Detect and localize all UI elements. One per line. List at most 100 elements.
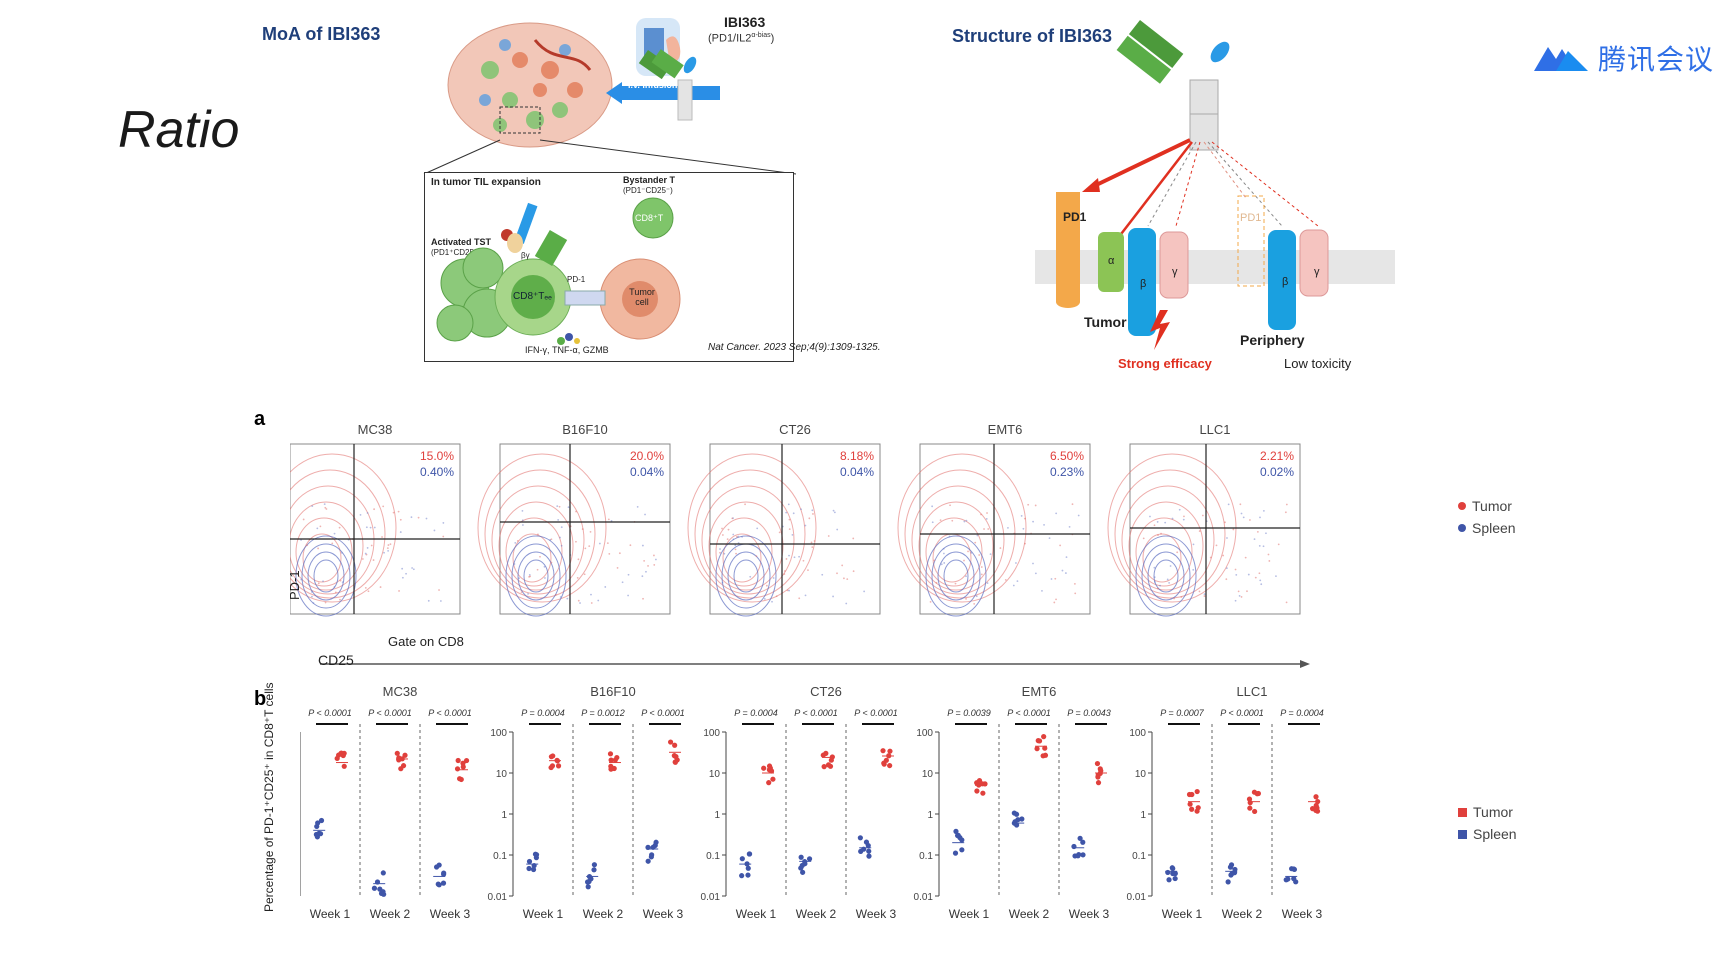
spleen-point [806,856,813,862]
tumor-event [373,508,376,511]
spleen-point [1225,879,1231,885]
spleen-event [1275,575,1277,578]
spleen-contour [307,551,345,601]
week-label: Week 3 [1282,907,1323,921]
spleen-contour [301,543,351,609]
spleen-event [341,581,344,584]
tumor-event [978,554,981,556]
tumor-event [575,510,577,513]
tumor-point [1194,808,1200,814]
dot-plot-group: LLC1 100 10 1 0.1 0.01 Week 1 P = 0.0007 Week 2 P… [1127,686,1324,921]
p-value: P = 0.0043 [1067,708,1110,718]
spleen-point [591,862,598,868]
tumor-event [1024,542,1026,545]
week-label: Week 2 [796,907,837,921]
spleen-event [804,594,807,597]
spleen-event [836,528,839,531]
tumor-event [1055,598,1057,601]
spleen-point [1172,875,1178,882]
spleen-point [1011,810,1017,816]
tumor-contour [897,453,1027,603]
tumor-event [550,538,553,541]
spleen-event [1238,595,1241,597]
spleen-event [1061,569,1064,572]
tumor-event [1285,601,1288,604]
y-tick-label: 100 [490,728,507,739]
spleen-point [645,858,651,864]
spleen-contour [715,535,777,617]
spleen-point [1072,853,1078,859]
tumor-contour [295,517,353,587]
spleen-event [1242,516,1245,519]
spleen-point [526,865,532,872]
tumor-event [577,558,580,561]
spleen-event [1225,567,1228,570]
tumor-point [1246,796,1253,802]
alpha-label: α [1108,255,1115,267]
spleen-percentage: 0.02% [1260,465,1294,479]
spleen-contour [931,543,981,609]
tumor-event [331,542,334,545]
tumor-contour [484,469,596,599]
spleen-contour [733,559,759,593]
tumor-event [588,545,591,548]
spleen-event [811,509,814,512]
tumor-event [372,559,375,561]
tumor-event [584,547,587,550]
spleen-point [1019,816,1025,822]
tumor-event [554,593,557,596]
flow-plot: LLC1 2.21% 0.02% [1107,422,1301,617]
tumor-point [887,748,893,754]
tumor-point [336,752,342,758]
tumor-event [735,552,737,555]
spleen-event [1234,599,1237,602]
tumor-contour [708,501,784,591]
spleen-event [383,551,385,554]
y-tick-label: 0.01 [1127,892,1147,903]
spleen-point [1080,839,1086,845]
spleen-event [1153,566,1156,569]
y-tick-label: 100 [1129,728,1146,739]
spleen-event [1259,579,1262,582]
spleen-square-icon [1458,829,1467,839]
tumor-point [1194,788,1200,795]
spleen-event [771,600,773,603]
activated-title: Activated TST [431,237,492,247]
tumor-point [454,766,461,772]
tumor-point [766,780,772,786]
tumor-contour [1114,469,1226,599]
tumor-point [1095,780,1102,786]
spleen-event [641,544,644,547]
tumor-point [1189,806,1195,812]
spleen-event [641,575,644,578]
tumor-event [1256,531,1259,533]
tumor-point [1094,760,1101,767]
tumor-event [980,573,983,576]
tumor-point [974,788,980,794]
tumor-point [607,751,614,757]
tumor-contour [290,453,397,603]
spleen-event [732,538,735,541]
tumor-event [306,544,309,547]
tumor-event [1073,582,1076,585]
spleen-event [863,590,866,593]
tumor-event [807,569,809,571]
tumor-event [963,559,965,562]
tumor-event [417,516,420,519]
spleen-point [433,864,440,870]
y-tick-label: 0.1 [493,851,507,862]
spleen-point [1170,865,1176,872]
p-value: P = 0.0012 [581,708,624,718]
y-tick-label: 10 [922,769,934,780]
spleen-point [1285,876,1291,882]
tumor-point [1313,794,1319,800]
y-tick-label: 0.01 [914,892,934,903]
spleen-event [559,596,562,598]
tumor-event [392,511,395,514]
tumor-event [382,505,385,508]
spleen-event [621,581,624,584]
spleen-event [373,526,376,529]
tumor-event [1183,515,1185,518]
tumor-event [438,589,440,591]
spleen-event [333,586,336,588]
